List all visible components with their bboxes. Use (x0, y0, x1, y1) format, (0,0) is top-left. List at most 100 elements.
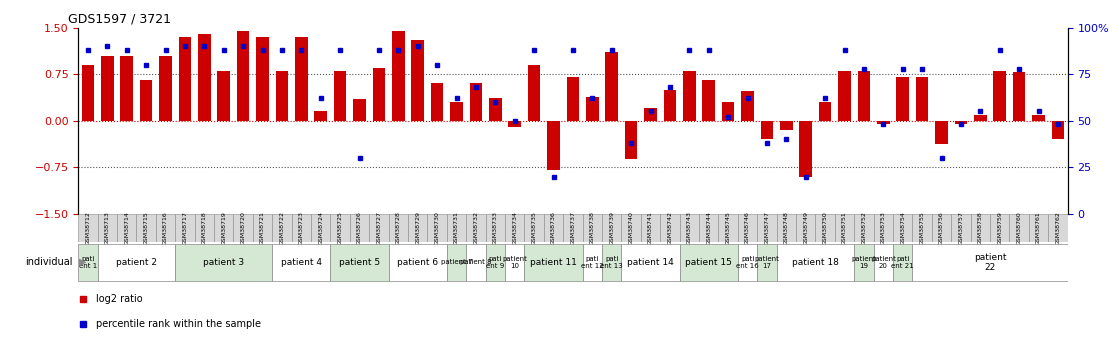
Text: GSM38746: GSM38746 (745, 211, 750, 245)
FancyBboxPatch shape (757, 214, 777, 242)
FancyBboxPatch shape (331, 244, 389, 281)
Text: GSM38762: GSM38762 (1055, 211, 1061, 245)
Bar (916, 77, 928, 121)
FancyBboxPatch shape (757, 244, 777, 281)
Text: GSM38715: GSM38715 (143, 211, 149, 245)
Bar (780, 121, 793, 130)
Text: pati
ent 12: pati ent 12 (581, 256, 604, 269)
Text: GSM38754: GSM38754 (900, 211, 906, 245)
Bar (101, 56, 114, 121)
FancyBboxPatch shape (176, 214, 195, 242)
Bar (295, 37, 307, 121)
Bar (722, 102, 735, 121)
Text: GSM38734: GSM38734 (512, 211, 518, 245)
FancyBboxPatch shape (408, 214, 427, 242)
Text: GSM38739: GSM38739 (609, 211, 614, 245)
FancyBboxPatch shape (117, 214, 136, 242)
FancyBboxPatch shape (582, 214, 603, 242)
Bar (334, 71, 347, 121)
FancyBboxPatch shape (893, 244, 912, 281)
FancyBboxPatch shape (505, 214, 524, 242)
FancyBboxPatch shape (835, 214, 854, 242)
Bar (1013, 72, 1025, 121)
Bar (548, 121, 560, 170)
Bar (664, 90, 676, 121)
FancyBboxPatch shape (311, 214, 331, 242)
Text: percentile rank within the sample: percentile rank within the sample (96, 319, 262, 329)
Text: GSM38742: GSM38742 (667, 211, 673, 245)
Bar (372, 68, 386, 121)
FancyBboxPatch shape (951, 214, 970, 242)
FancyBboxPatch shape (485, 244, 505, 281)
Bar (606, 52, 618, 121)
Bar (528, 65, 540, 121)
Bar (760, 121, 774, 139)
Bar (838, 71, 851, 121)
Text: patient 14: patient 14 (627, 258, 674, 267)
Text: GSM38724: GSM38724 (319, 211, 323, 245)
FancyBboxPatch shape (214, 214, 234, 242)
FancyBboxPatch shape (447, 214, 466, 242)
Bar (818, 102, 832, 121)
Text: GSM38716: GSM38716 (163, 211, 168, 245)
Text: patient
20: patient 20 (871, 256, 896, 269)
Text: patient 3: patient 3 (203, 258, 245, 267)
FancyBboxPatch shape (543, 214, 563, 242)
FancyBboxPatch shape (603, 244, 622, 281)
Text: patient
22: patient 22 (974, 253, 1006, 272)
Text: pati
ent 16: pati ent 16 (737, 256, 759, 269)
FancyBboxPatch shape (699, 214, 719, 242)
Text: pati
ent 21: pati ent 21 (891, 256, 915, 269)
FancyBboxPatch shape (622, 244, 680, 281)
Text: GSM38741: GSM38741 (648, 211, 653, 245)
Text: GSM38758: GSM38758 (978, 211, 983, 245)
Text: patient 11: patient 11 (530, 258, 577, 267)
Text: GSM38730: GSM38730 (435, 211, 439, 245)
Text: GSM38727: GSM38727 (377, 211, 381, 245)
FancyBboxPatch shape (893, 214, 912, 242)
Text: patient 6: patient 6 (397, 258, 438, 267)
Text: patient 15: patient 15 (685, 258, 732, 267)
Text: ▶: ▶ (79, 257, 87, 267)
FancyBboxPatch shape (563, 214, 582, 242)
Text: GSM38748: GSM38748 (784, 211, 789, 245)
Bar (897, 77, 909, 121)
Bar (509, 121, 521, 127)
Text: GSM38721: GSM38721 (260, 211, 265, 245)
Text: GSM38712: GSM38712 (85, 211, 91, 245)
Bar (974, 115, 987, 121)
Text: GSM38740: GSM38740 (628, 211, 634, 245)
FancyBboxPatch shape (466, 244, 485, 281)
Text: GSM38755: GSM38755 (920, 211, 925, 245)
FancyBboxPatch shape (991, 214, 1010, 242)
Bar (140, 80, 152, 121)
FancyBboxPatch shape (505, 244, 524, 281)
FancyBboxPatch shape (622, 214, 641, 242)
Bar (625, 121, 637, 159)
FancyBboxPatch shape (292, 214, 311, 242)
FancyBboxPatch shape (97, 244, 176, 281)
FancyBboxPatch shape (873, 244, 893, 281)
Text: GSM38747: GSM38747 (765, 211, 769, 245)
Text: GSM38752: GSM38752 (862, 211, 866, 245)
Text: GSM38756: GSM38756 (939, 211, 944, 245)
Text: GSM38719: GSM38719 (221, 211, 226, 245)
Text: GSM38736: GSM38736 (551, 211, 556, 245)
Bar (1032, 115, 1045, 121)
Text: patient 7: patient 7 (440, 259, 473, 265)
FancyBboxPatch shape (912, 244, 1068, 281)
FancyBboxPatch shape (97, 214, 117, 242)
Text: GSM38713: GSM38713 (105, 211, 110, 245)
Text: GSM38759: GSM38759 (997, 211, 1003, 245)
Text: GSM38761: GSM38761 (1036, 211, 1041, 245)
Bar (741, 91, 754, 121)
Bar (936, 121, 948, 144)
Bar (218, 71, 230, 121)
Text: GSM38733: GSM38733 (493, 211, 498, 245)
Bar (411, 40, 424, 121)
Text: GSM38726: GSM38726 (357, 211, 362, 245)
Bar (878, 121, 890, 124)
Text: pati
ent 1: pati ent 1 (79, 256, 97, 269)
FancyBboxPatch shape (738, 244, 757, 281)
Bar (392, 31, 405, 121)
